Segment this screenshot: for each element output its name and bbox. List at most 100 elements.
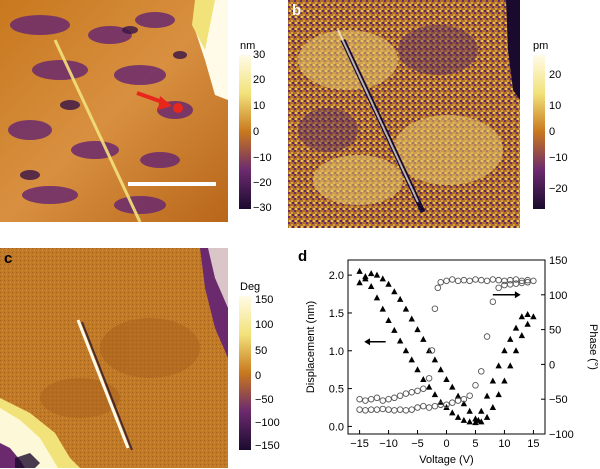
y2-tick-label: 100 [549, 290, 567, 302]
phase-point [391, 407, 398, 414]
panel-c-phase-image [0, 248, 228, 468]
panel-d-hysteresis-chart: −15 −10 −5 0 5 10 150.00.51.01.52.0−100−500501… [305, 255, 599, 466]
displacement-point [478, 418, 485, 425]
displacement-point [460, 400, 468, 407]
y2-tick-label: 50 [549, 325, 561, 337]
phase-point [501, 281, 508, 289]
displacement-point [512, 347, 520, 354]
panel-c-colorbar-tick: 150 [255, 294, 274, 306]
displacement-point [524, 320, 531, 327]
phase-point [437, 279, 444, 286]
panel-c-colorbar-tick: −100 [255, 417, 280, 429]
panel-b-letter: b [292, 2, 302, 19]
phase-point [454, 397, 462, 404]
displacement-point [367, 282, 375, 289]
y-tick-label: 0.0 [329, 421, 344, 433]
phase-point [425, 375, 433, 382]
phase-point [466, 277, 473, 285]
phase-point [454, 277, 462, 285]
displacement-point [478, 407, 485, 414]
displacement-point [414, 366, 421, 373]
panel-b-colorbar-unit: pm [533, 40, 549, 52]
displacement-point [373, 271, 381, 278]
displacement-point [402, 305, 410, 312]
phase-point [512, 276, 520, 283]
phase-point [472, 276, 479, 283]
displacement-point [396, 295, 404, 302]
phase-point [489, 298, 497, 306]
panel-a-colorbar-tick: 0 [253, 126, 260, 138]
phase-point [437, 401, 444, 409]
displacement-point [524, 310, 531, 317]
y2-axis-label: Phase (°) [587, 324, 599, 370]
phase-point [408, 388, 415, 396]
displacement-point [362, 273, 369, 280]
displacement-point [396, 337, 404, 344]
displacement-point [454, 413, 462, 420]
phase-point [362, 397, 369, 404]
displacement-point [402, 347, 410, 354]
displacement-point [356, 267, 363, 274]
displacement-point [466, 407, 473, 414]
pfm-measurement-point [173, 103, 183, 113]
phase-point [420, 385, 427, 393]
y2-tick-label: 150 [549, 255, 567, 267]
phase-point [431, 305, 439, 312]
panel-a-colorbar-tick: 20 [253, 74, 266, 86]
displacement-point [385, 280, 392, 287]
phase-point [483, 277, 491, 285]
panel-c-colorbar-tick: −50 [255, 394, 274, 406]
displacement-point [449, 383, 456, 390]
panel-a-colorbar-tick: −30 [253, 202, 272, 214]
panel-c-colorbar-tick: 0 [255, 370, 262, 382]
panel-c-colorbar-unit: Deg [240, 281, 261, 293]
phase-point [478, 276, 485, 284]
phase-point [495, 276, 502, 284]
displacement-point [385, 317, 392, 324]
displacement-point [518, 313, 526, 320]
panel-a-colorbar [239, 55, 251, 209]
panel-c-colorbar-tick: 100 [255, 319, 274, 331]
panel-a-colorbar-tick: 30 [253, 49, 266, 61]
y-axis-label: Displacement (nm) [305, 301, 317, 393]
phase-point [431, 402, 439, 410]
displacement-point [460, 416, 468, 423]
displacement-point [512, 324, 520, 331]
panel-a-colorbar-unit: nm [240, 40, 256, 52]
displacement-point [501, 377, 508, 384]
displacement-point [431, 391, 439, 398]
phase-point [460, 276, 468, 284]
right-axis-arrowhead [514, 291, 521, 299]
x-axis-label: Voltage (V) [419, 454, 473, 466]
displacement-point [367, 270, 375, 277]
phase-point [466, 392, 473, 399]
displacement-point [379, 275, 386, 282]
x-tick-label: 5 [472, 438, 478, 450]
phase-point [356, 395, 363, 403]
x-tick-label: −15 [350, 438, 369, 450]
y2-tick-label: 0 [549, 359, 555, 371]
displacement-point [489, 377, 497, 384]
phase-point [402, 390, 410, 397]
left-axis-arrowhead [364, 338, 371, 346]
x-tick-label: 15 [527, 438, 539, 450]
displacement-point [518, 332, 526, 339]
phase-point [495, 284, 502, 292]
panel-a-topography-image [0, 0, 228, 222]
displacement-point [483, 392, 491, 399]
phase-point [414, 404, 421, 411]
phase-point [414, 387, 421, 395]
displacement-point [391, 326, 398, 333]
displacement-point [356, 279, 363, 286]
displacement-point [501, 347, 508, 354]
displacement-point [437, 366, 444, 373]
displacement-point [420, 376, 427, 383]
y2-tick-label: −50 [549, 394, 568, 406]
phase-point [489, 276, 497, 283]
phase-point [428, 347, 436, 354]
phase-point [530, 277, 537, 285]
phase-point [408, 406, 415, 413]
displacement-point [408, 315, 415, 322]
panel-b-colorbar-tick: −10 [549, 152, 568, 164]
displacement-point [472, 415, 479, 422]
